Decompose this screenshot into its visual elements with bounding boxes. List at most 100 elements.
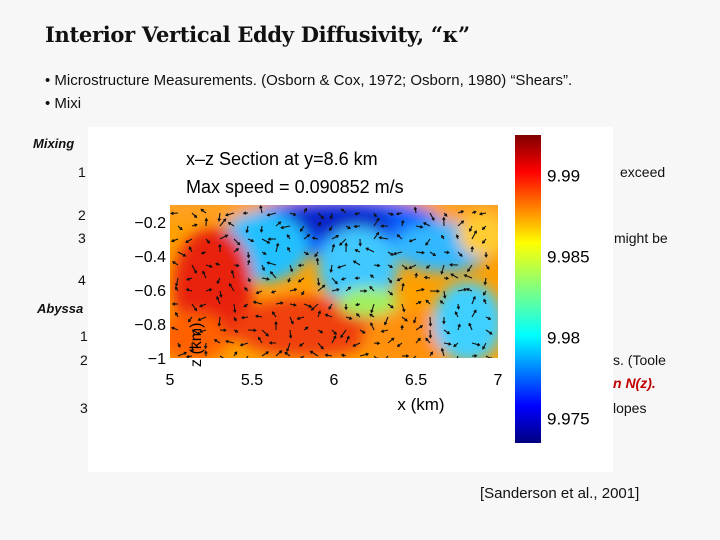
velocity-arrowhead	[266, 277, 270, 281]
x-tick-label: 7	[494, 372, 503, 389]
velocity-arrow	[218, 212, 221, 221]
velocity-arrowhead	[217, 218, 222, 222]
velocity-arrowhead	[347, 286, 352, 290]
velocity-arrowhead	[305, 252, 309, 256]
velocity-arrowhead	[477, 342, 481, 347]
velocity-arrowhead	[489, 331, 493, 335]
velocity-arrowhead	[483, 281, 488, 286]
velocity-arrowhead	[193, 307, 198, 312]
velocity-arrowhead	[280, 301, 284, 305]
velocity-arrowhead	[455, 234, 460, 238]
velocity-arrowhead	[396, 278, 401, 282]
velocity-arrowhead	[171, 326, 175, 330]
velocity-arrow	[457, 220, 464, 227]
velocity-arrowhead	[383, 360, 385, 363]
velocity-arrowhead	[333, 331, 337, 335]
x-tick-label: 6.5	[405, 372, 427, 389]
velocity-arrowhead	[426, 265, 430, 269]
velocity-arrowhead	[442, 295, 447, 299]
field-orange-lower-left	[170, 312, 228, 358]
velocity-arrowhead	[473, 210, 477, 214]
velocity-arrowhead	[317, 310, 322, 314]
velocity-arrowhead	[481, 226, 486, 231]
velocity-arrow	[275, 350, 282, 357]
velocity-arrowhead	[233, 309, 237, 314]
velocity-arrowhead	[428, 323, 433, 327]
velocity-arrow	[366, 247, 375, 253]
velocity-arrowhead	[429, 351, 433, 355]
velocity-arrow	[261, 277, 270, 280]
velocity-arrowhead	[347, 225, 351, 229]
velocity-arrowhead	[217, 323, 222, 327]
velocity-arrow	[225, 340, 235, 344]
velocity-arrow	[415, 325, 423, 331]
velocity-arrowhead	[190, 348, 195, 353]
velocity-arrow	[415, 288, 424, 292]
velocity-arrowhead	[364, 289, 368, 293]
velocity-arrowhead	[293, 303, 297, 307]
velocity-arrowhead	[470, 245, 474, 250]
velocity-arrowhead	[410, 359, 412, 361]
velocity-arrowhead	[228, 282, 233, 287]
velocity-arrowhead	[199, 329, 203, 334]
velocity-arrow	[286, 342, 291, 352]
velocity-arrow	[379, 236, 389, 240]
mixing-header: Mixing	[33, 136, 75, 151]
velocity-arrow	[317, 342, 324, 350]
velocity-arrowhead	[225, 359, 228, 361]
x-tick-label: 5	[166, 372, 175, 389]
velocity-arrowhead	[358, 243, 362, 247]
velocity-arrow	[345, 336, 350, 344]
velocity-arrowhead	[319, 330, 324, 334]
velocity-arrowhead	[391, 337, 395, 341]
velocity-arrowhead	[482, 346, 486, 350]
velocity-arrowhead	[187, 319, 192, 323]
velocity-arrowhead	[463, 287, 468, 292]
velocity-arrowhead	[305, 326, 309, 330]
velocity-arrowhead	[274, 321, 278, 325]
velocity-arrowhead	[463, 274, 467, 278]
velocity-arrowhead	[235, 248, 240, 252]
velocity-arrowhead	[186, 277, 190, 281]
velocity-arrow	[408, 264, 417, 269]
velocity-arrow	[409, 238, 417, 242]
velocity-arrow	[485, 355, 491, 358]
velocity-arrowhead	[279, 350, 283, 354]
velocity-arrowhead	[237, 242, 241, 246]
velocity-arrow	[311, 303, 319, 311]
velocity-arrowhead	[459, 253, 463, 257]
x-tick-label: 5.5	[241, 372, 263, 389]
velocity-arrowhead	[301, 292, 305, 296]
velocity-arrowhead	[303, 207, 308, 212]
velocity-arrow	[440, 264, 445, 274]
velocity-arrowhead	[320, 215, 325, 220]
velocity-arrowhead	[261, 267, 266, 272]
velocity-arrowhead	[413, 206, 418, 211]
velocity-arrowhead	[296, 316, 301, 321]
velocity-arrowhead	[401, 282, 405, 287]
velocity-arrowhead	[300, 228, 304, 232]
velocity-arrowhead	[440, 271, 444, 275]
velocity-arrowhead	[252, 300, 257, 305]
velocity-arrowhead	[316, 282, 321, 287]
velocity-arrowhead	[287, 246, 291, 251]
velocity-arrowhead	[408, 265, 412, 270]
velocity-arrowhead	[474, 354, 478, 358]
velocity-arrow	[441, 348, 445, 357]
velocity-arrowhead	[242, 211, 247, 215]
velocity-arrowhead	[200, 208, 204, 212]
velocity-arrowhead	[311, 236, 316, 240]
velocity-arrowhead	[419, 225, 424, 229]
velocity-arrow	[317, 277, 320, 286]
velocity-arrow	[298, 277, 305, 283]
velocity-arrow	[443, 329, 450, 335]
velocity-arrowhead	[270, 290, 275, 294]
velocity-arrow	[233, 303, 236, 313]
velocity-arrowhead	[253, 328, 257, 333]
velocity-arrowhead	[417, 337, 421, 342]
velocity-arrowhead	[194, 223, 198, 227]
velocity-arrow	[467, 264, 473, 272]
velocity-arrow	[175, 277, 179, 286]
slide-title: Interior Vertical Eddy Diffusivity, “κ”	[45, 22, 470, 47]
velocity-arrow	[425, 238, 431, 246]
